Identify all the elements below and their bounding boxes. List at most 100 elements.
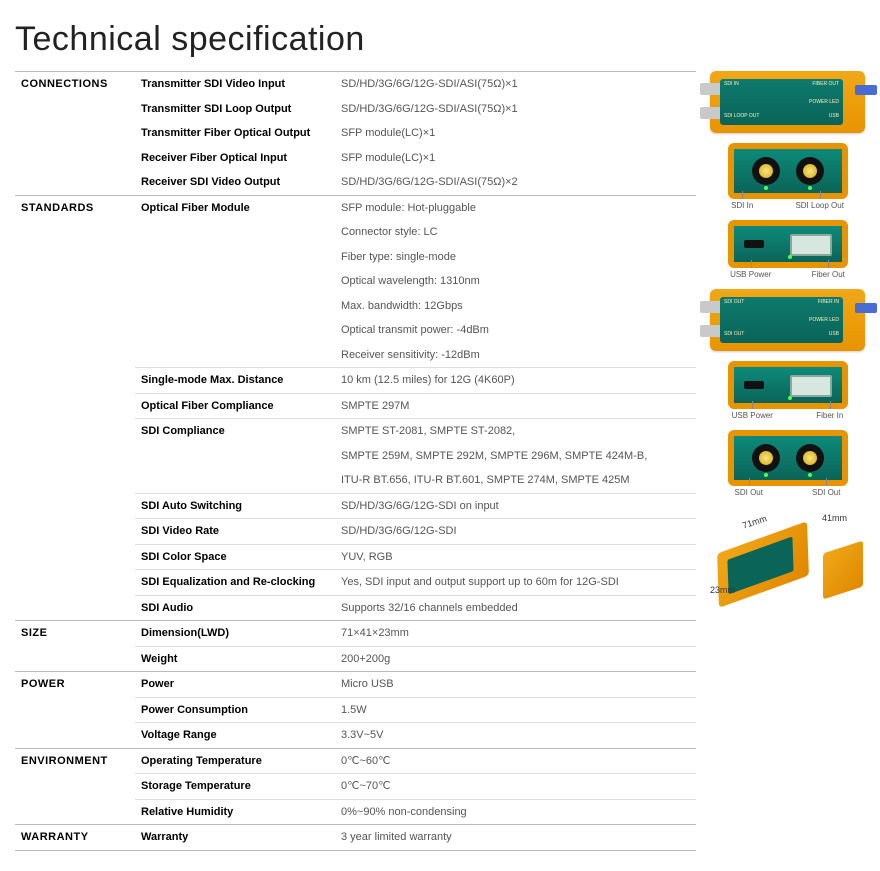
spec-label: Receiver Fiber Optical Input [135, 146, 335, 171]
spec-label: Weight [135, 647, 335, 672]
device-end-sdi-in: SDI In SDI Loop Out [710, 143, 865, 210]
dim-height: 23mm [710, 585, 735, 595]
dim-length: 71mm [741, 513, 768, 530]
spec-value: Optical transmit power: -4dBm [335, 318, 696, 343]
spec-value: 1.5W [335, 698, 696, 723]
spec-value: Optical wavelength: 1310nm [335, 269, 696, 294]
spec-label: Relative Humidity [135, 800, 335, 825]
section-name: WARRANTY [15, 825, 135, 850]
label-power: POWER LED [809, 99, 839, 105]
section-name: ENVIRONMENT [15, 749, 135, 825]
spec-value: 3.3V~5V [335, 723, 696, 748]
spec-row: WARRANTYWarranty3 year limited warranty [15, 825, 696, 850]
spec-label: Power [135, 672, 335, 697]
label-sdi-out-2: SDI OUT [724, 331, 744, 337]
section-name: STANDARDS [15, 196, 135, 621]
spec-value: 0%~90% non-condensing [335, 800, 696, 825]
section-name: POWER [15, 672, 135, 748]
spec-label: SDI Video Rate [135, 519, 335, 544]
spec-label: SDI Compliance [135, 419, 335, 444]
spec-label: SDI Auto Switching [135, 494, 335, 519]
spec-label: Transmitter SDI Video Input [135, 72, 335, 97]
spec-label [135, 444, 335, 469]
spec-value: 0℃~60℃ [335, 749, 696, 774]
caption-sdi-loop: SDI Loop Out [795, 201, 843, 210]
caption-usb-power-2: USB Power [732, 411, 773, 420]
spec-value: 3 year limited warranty [335, 825, 696, 850]
spec-value: 200+200g [335, 647, 696, 672]
product-images-column: SDI IN SDI LOOP OUT FIBER OUT POWER LED … [710, 71, 865, 851]
page-title: Technical specification [15, 20, 865, 59]
spec-value: SD/HD/3G/6G/12G-SDI/ASI(75Ω)×1 [335, 72, 696, 97]
spec-value: SFP module(LC)×1 [335, 146, 696, 171]
spec-value: Yes, SDI input and output support up to … [335, 570, 696, 595]
caption-usb-power: USB Power [730, 270, 771, 279]
spec-value: SD/HD/3G/6G/12G-SDI on input [335, 494, 696, 519]
spec-label: Warranty [135, 825, 335, 850]
spec-value: 0℃~70℃ [335, 774, 696, 799]
spec-label: Storage Temperature [135, 774, 335, 799]
device-end-usb-fiber-out: USB Power Fiber Out [710, 220, 865, 279]
spec-label [135, 245, 335, 270]
spec-value: SD/HD/3G/6G/12G-SDI [335, 519, 696, 544]
spec-value: YUV, RGB [335, 545, 696, 570]
spec-value: 10 km (12.5 miles) for 12G (4K60P) [335, 368, 696, 393]
caption-fiber-out: Fiber Out [812, 270, 845, 279]
device-end-usb-fiber-in: USB Power Fiber In [710, 361, 865, 420]
spec-label: SDI Color Space [135, 545, 335, 570]
spec-value: Micro USB [335, 672, 696, 697]
spec-label [135, 318, 335, 343]
section-name: CONNECTIONS [15, 72, 135, 195]
spec-value: SD/HD/3G/6G/12G-SDI/ASI(75Ω)×1 [335, 97, 696, 122]
spec-row: SIZEDimension(LWD)71×41×23mm [15, 621, 696, 646]
spec-label: Operating Temperature [135, 749, 335, 774]
spec-value: Connector style: LC [335, 220, 696, 245]
spec-label: Power Consumption [135, 698, 335, 723]
spec-value: ITU-R BT.656, ITU-R BT.601, SMPTE 274M, … [335, 468, 696, 493]
label-sdi-in: SDI IN [724, 81, 739, 87]
spec-label: Single-mode Max. Distance [135, 368, 335, 393]
spec-label [135, 294, 335, 319]
spec-row: ENVIRONMENTOperating Temperature0℃~60℃ [15, 749, 696, 774]
spec-value: SFP module(LC)×1 [335, 121, 696, 146]
spec-label: Optical Fiber Compliance [135, 394, 335, 419]
spec-label: Optical Fiber Module [135, 196, 335, 221]
device-end-sdi-out: SDI Out SDI Out [710, 430, 865, 497]
spec-label: Transmitter Fiber Optical Output [135, 121, 335, 146]
spec-label: SDI Equalization and Re-clocking [135, 570, 335, 595]
spec-value: SFP module: Hot-pluggable [335, 196, 696, 221]
device-iso-dimensions: 71mm 41mm 23mm [710, 507, 865, 637]
spec-value: SD/HD/3G/6G/12G-SDI/ASI(75Ω)×2 [335, 170, 696, 195]
spec-value: SMPTE 297M [335, 394, 696, 419]
label-fiber-out: FIBER OUT [812, 81, 839, 87]
caption-fiber-in: Fiber In [816, 411, 843, 420]
caption-sdi-out-l: SDI Out [735, 488, 763, 497]
label-sdi-out-1: SDI OUT [724, 299, 744, 305]
spec-row: STANDARDSOptical Fiber ModuleSFP module:… [15, 196, 696, 221]
spec-value: Max. bandwidth: 12Gbps [335, 294, 696, 319]
spec-label: Transmitter SDI Loop Output [135, 97, 335, 122]
spec-label: Receiver SDI Video Output [135, 170, 335, 195]
label-loop: SDI LOOP OUT [724, 113, 759, 119]
spec-value: Fiber type: single-mode [335, 245, 696, 270]
caption-sdi-out-r: SDI Out [812, 488, 840, 497]
spec-label [135, 468, 335, 493]
spec-value: SMPTE ST-2081, SMPTE ST-2082, [335, 419, 696, 444]
dim-width: 41mm [822, 513, 847, 523]
spec-label: SDI Audio [135, 596, 335, 621]
caption-sdi-in: SDI In [731, 201, 753, 210]
label-fiber-in: FIBER IN [818, 299, 839, 305]
device-rx-top: SDI OUT SDI OUT FIBER IN POWER LED USB [710, 289, 865, 351]
section-name: SIZE [15, 621, 135, 672]
spec-label: Dimension(LWD) [135, 621, 335, 646]
device-tx-top: SDI IN SDI LOOP OUT FIBER OUT POWER LED … [710, 71, 865, 133]
spec-table: CONNECTIONSTransmitter SDI Video InputSD… [15, 71, 696, 851]
spec-value: SMPTE 259M, SMPTE 292M, SMPTE 296M, SMPT… [335, 444, 696, 469]
spec-label [135, 269, 335, 294]
spec-value: Supports 32/16 channels embedded [335, 596, 696, 621]
spec-value: 71×41×23mm [335, 621, 696, 646]
label-usb: USB [829, 113, 839, 119]
label-usb-rx: USB [829, 331, 839, 337]
label-power-rx: POWER LED [809, 317, 839, 323]
spec-label [135, 343, 335, 368]
